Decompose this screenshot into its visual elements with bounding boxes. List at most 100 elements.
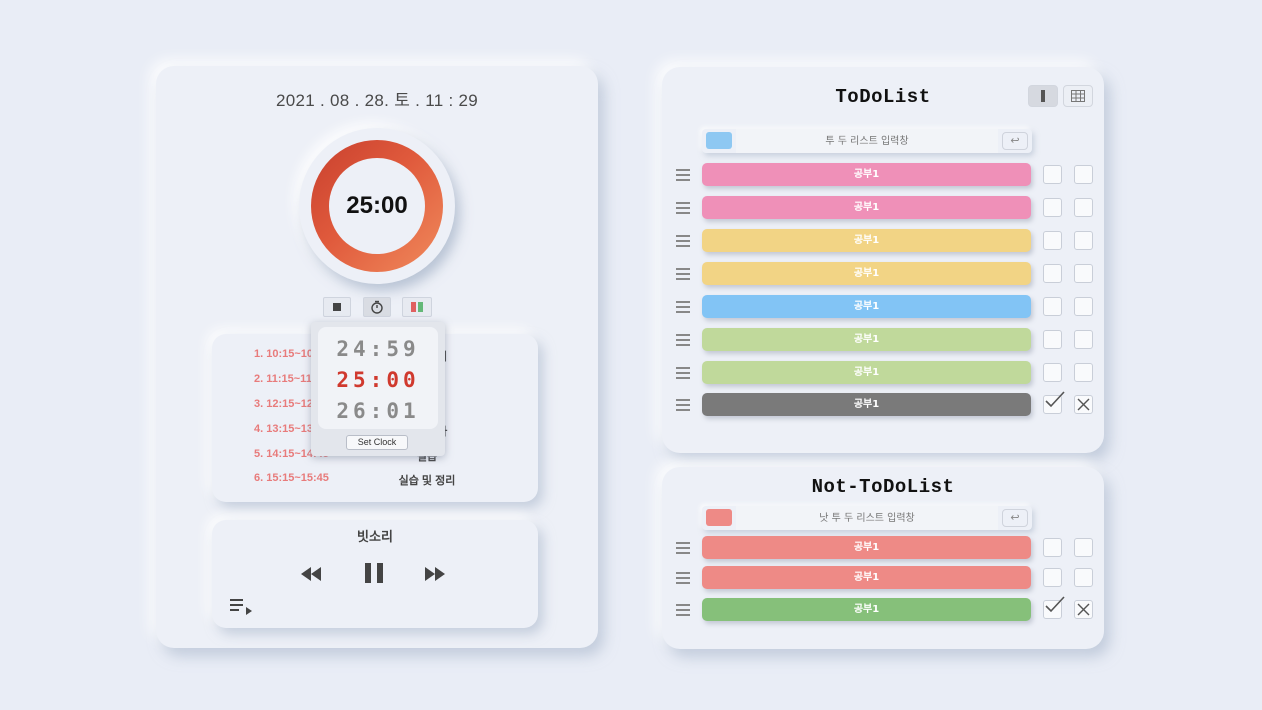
timer-progress-ring: 25:00 (311, 140, 443, 272)
todo-item: 공부1 (662, 295, 1104, 319)
playlist-icon[interactable] (230, 598, 254, 616)
not-todo-panel: Not-ToDoList ↩ 공부1 공부1 공부1 (662, 467, 1104, 649)
drag-handle-icon[interactable] (676, 235, 690, 247)
checkmark-icon (1045, 596, 1065, 613)
stop-button[interactable] (323, 297, 351, 317)
todo-item-label[interactable]: 공부1 (702, 328, 1031, 351)
close-icon (1077, 398, 1090, 411)
done-checkbox[interactable] (1043, 330, 1062, 349)
todo-input[interactable] (736, 129, 998, 153)
delete-checkbox[interactable] (1074, 231, 1093, 250)
drag-handle-icon[interactable] (676, 334, 690, 346)
color-picker-swatch[interactable] (706, 132, 732, 149)
delete-checkbox[interactable] (1074, 600, 1093, 619)
schedule-title: 실습 및 정리 (398, 475, 456, 487)
list-view-icon (1041, 90, 1045, 102)
todo-item: 공부1 (662, 196, 1104, 220)
set-clock-button[interactable]: Set Clock (346, 435, 408, 450)
not-todo-input-row: ↩ (702, 506, 1032, 530)
todo-item-label[interactable]: 공부1 (702, 163, 1031, 186)
todo-item-label[interactable]: 공부1 (702, 295, 1031, 318)
done-checkbox[interactable] (1043, 391, 1065, 414)
list-view-button[interactable] (1028, 85, 1058, 107)
delete-checkbox[interactable] (1074, 165, 1093, 184)
delete-checkbox[interactable] (1074, 297, 1093, 316)
schedule-time: 3. 12:15~12:4 (254, 398, 323, 410)
not-todo-title: Not-ToDoList (811, 476, 955, 498)
todo-input-row: ↩ (702, 129, 1032, 153)
grid-view-icon (1071, 90, 1085, 102)
delete-checkbox[interactable] (1074, 538, 1093, 557)
done-checkbox[interactable] (1043, 363, 1062, 382)
split-color-icon (411, 302, 423, 312)
todo-item-label[interactable]: 공부1 (702, 229, 1031, 252)
done-checkbox[interactable] (1043, 297, 1062, 316)
delete-checkbox[interactable] (1074, 568, 1093, 587)
drag-handle-icon[interactable] (676, 604, 690, 616)
not-todo-item: 공부1 (662, 566, 1104, 590)
schedule-time: 2. 11:15~11:4 (254, 373, 322, 385)
timer-button[interactable] (363, 297, 391, 317)
drag-handle-icon[interactable] (676, 542, 690, 554)
not-todo-item-label[interactable]: 공부1 (702, 598, 1031, 621)
todo-title: ToDoList (835, 86, 931, 108)
todo-item: 공부1 (662, 229, 1104, 253)
stop-icon (333, 303, 341, 311)
drag-handle-icon[interactable] (676, 268, 690, 280)
not-todo-item: 공부1 (662, 596, 1104, 622)
picker-option[interactable]: 24:59 (336, 337, 420, 361)
todo-item-label[interactable]: 공부1 (702, 393, 1031, 416)
drag-handle-icon[interactable] (676, 572, 690, 584)
drag-handle-icon[interactable] (676, 202, 690, 214)
grid-view-button[interactable] (1063, 85, 1093, 107)
todo-item: 공부1 (662, 262, 1104, 286)
delete-checkbox[interactable] (1074, 363, 1093, 382)
schedule-time: 6. 15:15~15:45 (254, 472, 329, 484)
rewind-icon[interactable] (300, 566, 322, 582)
pause-icon[interactable] (364, 562, 384, 584)
done-checkbox[interactable] (1043, 231, 1062, 250)
todo-item: 공부1 (662, 328, 1104, 352)
done-checkbox[interactable] (1043, 165, 1062, 184)
delete-checkbox[interactable] (1074, 264, 1093, 283)
todo-item: 공부1 (662, 361, 1104, 385)
current-datetime: 2021 . 08 . 28. 토 . 11 : 29 (275, 91, 479, 110)
done-checkbox[interactable] (1043, 538, 1062, 557)
todo-item-label[interactable]: 공부1 (702, 196, 1031, 219)
picker-option-selected[interactable]: 25:00 (336, 368, 420, 392)
stopwatch-icon (371, 300, 383, 314)
done-checkbox[interactable] (1043, 198, 1062, 217)
done-checkbox[interactable] (1043, 596, 1065, 619)
checkmark-icon (1045, 391, 1065, 408)
not-todo-item: 공부1 (662, 536, 1104, 560)
delete-checkbox[interactable] (1074, 330, 1093, 349)
countdown-display[interactable]: 25:00 (329, 158, 425, 254)
music-player: 빗소리 (212, 520, 538, 628)
close-icon (1077, 603, 1090, 616)
enter-button[interactable]: ↩ (1002, 509, 1028, 527)
drag-handle-icon[interactable] (676, 169, 690, 181)
not-todo-item-label[interactable]: 공부1 (702, 566, 1031, 589)
delete-checkbox[interactable] (1074, 395, 1093, 414)
fast-forward-icon[interactable] (424, 566, 446, 582)
color-picker-swatch[interactable] (706, 509, 732, 526)
mode-button[interactable] (402, 297, 432, 317)
picker-option[interactable]: 26:01 (336, 399, 420, 423)
not-todo-item-label[interactable]: 공부1 (702, 536, 1031, 559)
timer-panel: 2021 . 08 . 28. 토 . 11 : 29 25:00 1. 10:… (156, 66, 598, 648)
enter-button[interactable]: ↩ (1002, 132, 1028, 150)
not-todo-input[interactable] (736, 506, 998, 530)
done-checkbox[interactable] (1043, 264, 1062, 283)
drag-handle-icon[interactable] (676, 367, 690, 379)
time-picker-wheel[interactable]: 24:59 25:00 26:01 (318, 327, 438, 429)
done-checkbox[interactable] (1043, 568, 1062, 587)
schedule-time: 1. 10:15~10:4 (254, 348, 323, 360)
todo-item-label[interactable]: 공부1 (702, 361, 1031, 384)
delete-checkbox[interactable] (1074, 198, 1093, 217)
schedule-item[interactable]: 6. 15:15~15:45 실습 및 정리 (212, 472, 538, 490)
todo-item: 공부1 (662, 391, 1104, 417)
drag-handle-icon[interactable] (676, 301, 690, 313)
drag-handle-icon[interactable] (676, 399, 690, 411)
timer-dial: 25:00 (299, 128, 455, 284)
todo-item-label[interactable]: 공부1 (702, 262, 1031, 285)
